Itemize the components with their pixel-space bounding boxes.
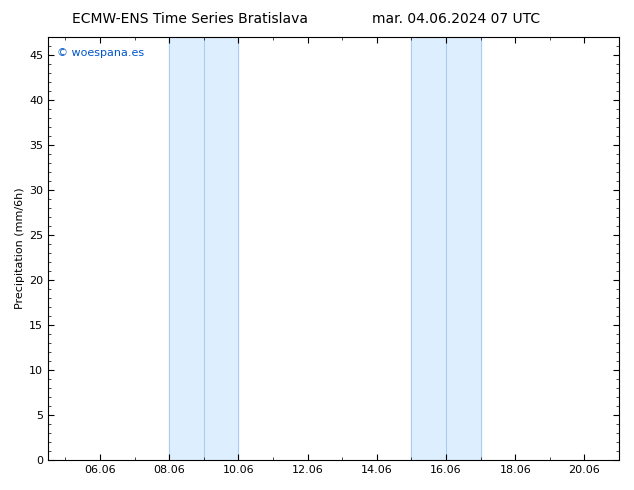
Bar (169, 37, 238, 460)
Bar (411, 37, 481, 460)
Text: ECMW-ENS Time Series Bratislava: ECMW-ENS Time Series Bratislava (72, 12, 308, 26)
Text: © woespana.es: © woespana.es (56, 48, 144, 58)
Text: mar. 04.06.2024 07 UTC: mar. 04.06.2024 07 UTC (372, 12, 541, 26)
Y-axis label: Precipitation (mm/6h): Precipitation (mm/6h) (15, 188, 25, 309)
